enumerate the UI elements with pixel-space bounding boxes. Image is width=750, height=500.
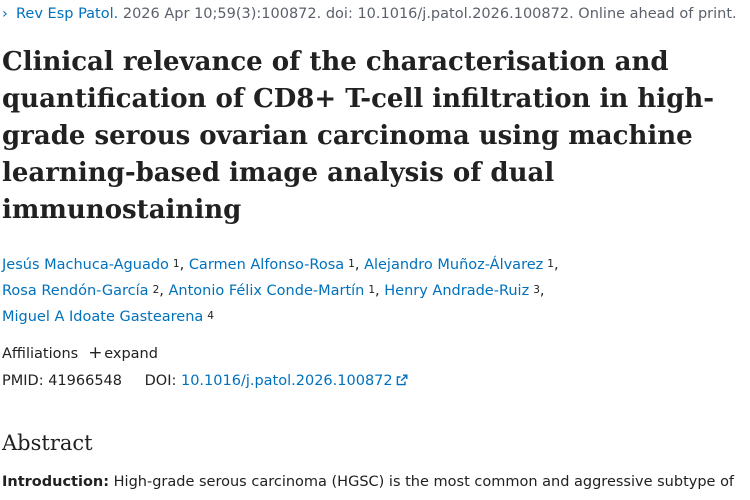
author-name: Antonio Félix Conde-Martín bbox=[168, 283, 365, 299]
article-identifiers: PMID: 41966548 DOI: 10.1016/j.patol.2026… bbox=[2, 371, 408, 391]
affiliation-ref[interactable]: 1 bbox=[547, 258, 554, 270]
author-link[interactable]: Antonio Félix Conde-Martín 1 bbox=[168, 283, 375, 299]
affiliation-ref[interactable]: 1 bbox=[172, 258, 180, 270]
affiliation-ref[interactable]: 1 bbox=[368, 284, 376, 296]
author-link[interactable]: Rosa Rendón-García 2 bbox=[2, 283, 159, 299]
author-name: Carmen Alfonso-Rosa bbox=[188, 257, 345, 273]
author-name: Alejandro Muñoz-Álvarez bbox=[364, 257, 544, 273]
pmid-label: PMID: bbox=[2, 373, 44, 389]
author-name: Miguel A Idoate Gastearena bbox=[2, 309, 204, 325]
affiliations-label: Affiliations bbox=[2, 346, 79, 362]
journal-link[interactable]: Rev Esp Patol. bbox=[16, 6, 119, 22]
external-link-icon bbox=[396, 374, 408, 386]
abstract-heading: Abstract bbox=[2, 431, 93, 455]
citation-line: › Rev Esp Patol. 2026 Apr 10;59(3):100872… bbox=[2, 4, 747, 24]
author-link[interactable]: Alejandro Muñoz-Álvarez 1 bbox=[364, 257, 554, 273]
author-link[interactable]: Carmen Alfonso-Rosa 1 bbox=[189, 257, 355, 273]
affiliation-ref[interactable]: 2 bbox=[152, 284, 160, 296]
affiliations-toggle[interactable]: Affiliations + expand bbox=[2, 343, 158, 364]
author-link[interactable]: Miguel A Idoate Gastearena 4 bbox=[2, 309, 214, 325]
expand-label[interactable]: expand bbox=[104, 346, 158, 362]
pmid-value: 41966548 bbox=[48, 373, 123, 389]
affiliation-ref[interactable]: 4 bbox=[207, 310, 214, 322]
introduction-text: High-grade serous carcinoma (HGSC) is th… bbox=[113, 474, 735, 490]
doi-label: DOI: bbox=[144, 373, 177, 389]
author-link[interactable]: Henry Andrade-Ruiz 3 bbox=[384, 283, 540, 299]
affiliation-ref[interactable]: 1 bbox=[348, 258, 355, 270]
affiliation-ref[interactable]: 3 bbox=[533, 284, 540, 296]
citation-details: 2026 Apr 10;59(3):100872. doi: 10.1016/j… bbox=[122, 6, 737, 22]
author-name: Henry Andrade-Ruiz bbox=[384, 283, 530, 299]
author-name: Rosa Rendón-García bbox=[2, 283, 149, 299]
doi-link[interactable]: 10.1016/j.patol.2026.100872 bbox=[181, 373, 408, 389]
author-link[interactable]: Jesús Machuca-Aguado 1 bbox=[2, 257, 180, 273]
author-name: Jesús Machuca-Aguado bbox=[2, 257, 169, 273]
introduction-label: Introduction: bbox=[2, 474, 110, 490]
doi-value: 10.1016/j.patol.2026.100872 bbox=[180, 373, 393, 389]
article-title: Clinical relevance of the characterisati… bbox=[2, 47, 715, 225]
chevron-right-icon[interactable]: › bbox=[2, 6, 8, 22]
authors-list: Jesús Machuca-Aguado 1, Carmen Alfonso-Ro… bbox=[2, 257, 559, 325]
plus-icon[interactable]: + bbox=[88, 343, 103, 363]
abstract-introduction: Introduction: High-grade serous carcinom… bbox=[2, 472, 750, 492]
